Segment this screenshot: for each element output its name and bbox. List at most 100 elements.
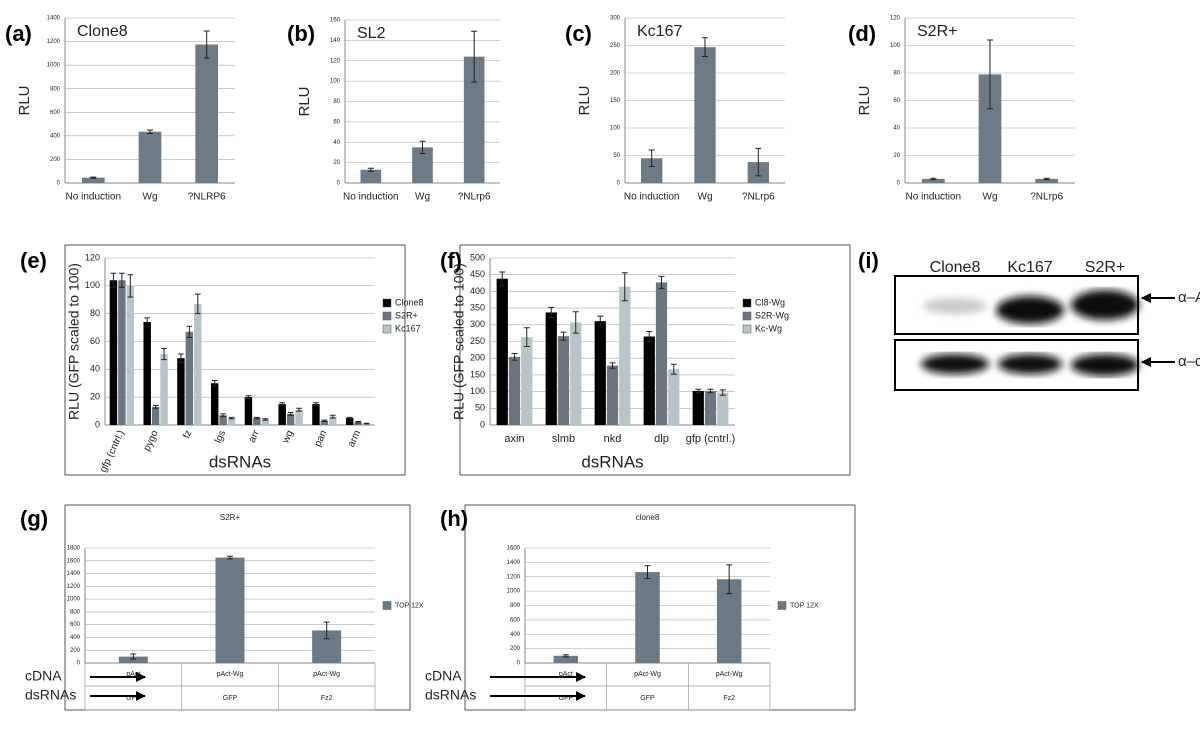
- bar: [151, 406, 160, 425]
- bar: [508, 356, 521, 425]
- bar: [210, 383, 219, 425]
- error-bar: [254, 416, 260, 420]
- chart-title: Kc167: [637, 23, 682, 40]
- x-tick-label: arr: [247, 428, 262, 444]
- error-bar: [296, 407, 302, 412]
- bar: [668, 369, 680, 425]
- bar: [109, 280, 118, 425]
- error-bar: [245, 395, 252, 400]
- bar: [641, 158, 663, 183]
- bar: [521, 337, 533, 425]
- y-tick-label: 800: [510, 603, 521, 609]
- x-tick-label: No induction: [906, 192, 962, 203]
- bar: [261, 419, 270, 425]
- error-bar: [195, 293, 201, 315]
- y-tick-label: 800: [50, 86, 61, 92]
- x-tick-label: fz: [181, 429, 194, 441]
- y-tick-label: 20: [90, 392, 100, 402]
- y-axis-label: RLU: [856, 85, 873, 115]
- y-tick-label: 300: [610, 16, 621, 22]
- error-bar: [279, 402, 285, 407]
- bar: [143, 322, 151, 425]
- bar: [227, 418, 236, 425]
- bar: [195, 44, 218, 184]
- bands: [923, 290, 1139, 324]
- y-tick-label: 200: [470, 353, 485, 363]
- y-tick-label: 100: [890, 43, 901, 49]
- panel-label: (b): [287, 21, 315, 46]
- y-tick-label: 600: [50, 110, 61, 116]
- x-axis-label: dsRNAs: [581, 452, 643, 471]
- x-tick-label: pAct-Wg: [716, 671, 743, 678]
- x-tick-label: Wg: [983, 192, 998, 203]
- bar: [694, 47, 716, 184]
- y-tick-label: 200: [70, 648, 81, 654]
- error-bar: [178, 353, 184, 363]
- error-bar: [346, 416, 353, 420]
- y-tick-label: 40: [90, 364, 100, 374]
- error-bar: [719, 389, 726, 396]
- legend-label: Cl8-Wg: [755, 297, 785, 307]
- y-tick-label: 150: [610, 98, 621, 104]
- y-tick-label: 0: [337, 181, 341, 187]
- table-cell: Fz2: [321, 695, 333, 702]
- error-bar: [220, 413, 226, 418]
- bar: [194, 303, 202, 425]
- table-cell: GFP: [126, 695, 141, 702]
- legend-label: TOP 12X: [790, 602, 819, 609]
- bar: [360, 169, 382, 183]
- chart-title: clone8: [636, 513, 660, 522]
- y-tick-label: 1000: [67, 597, 81, 603]
- bar: [278, 404, 286, 425]
- y-tick-label: 100: [470, 386, 485, 396]
- y-tick-label: 80: [333, 99, 340, 105]
- error-bar: [726, 564, 733, 595]
- legend-swatch: [382, 324, 392, 334]
- y-tick-label: 120: [330, 58, 341, 64]
- bar: [215, 557, 245, 663]
- error-bar: [227, 555, 233, 560]
- error-bar: [287, 411, 294, 416]
- row-label: dsRNAs: [25, 687, 76, 703]
- bar: [82, 177, 105, 183]
- legend-swatch: [742, 324, 752, 334]
- error-bar: [471, 30, 478, 83]
- y-tick-label: 60: [90, 336, 100, 346]
- error-bar: [562, 654, 569, 658]
- error-bar: [648, 149, 655, 167]
- y-tick-label: 100: [330, 79, 341, 85]
- bands: [921, 354, 1139, 376]
- bar: [345, 418, 354, 425]
- y-tick-label: 120: [890, 16, 901, 22]
- x-tick-label: nkd: [604, 433, 622, 445]
- y-tick-label: 50: [475, 403, 485, 413]
- error-bar: [1043, 177, 1050, 181]
- bar: [635, 572, 660, 663]
- y-tick-label: 400: [510, 632, 521, 638]
- error-bar: [930, 177, 937, 181]
- table-cell: GFP: [223, 695, 238, 702]
- x-tick-label: dlp: [654, 433, 669, 445]
- y-tick-label: 0: [57, 181, 61, 187]
- bar: [570, 322, 582, 425]
- bar: [219, 415, 227, 425]
- error-bar: [367, 167, 374, 172]
- legend-label: Kc-Wg: [755, 323, 782, 333]
- error-bar: [707, 388, 714, 394]
- error-bar: [511, 353, 518, 361]
- x-tick-label: lgs: [213, 429, 228, 445]
- y-tick-label: 1200: [507, 574, 521, 580]
- bar: [1035, 178, 1058, 183]
- y-tick-label: 300: [470, 319, 485, 329]
- bar: [320, 420, 329, 425]
- error-bar: [363, 422, 370, 425]
- x-tick-label: No induction: [624, 192, 680, 203]
- y-tick-label: 0: [617, 181, 621, 187]
- panel-label: (c): [565, 21, 592, 46]
- x-tick-label: pAct: [126, 671, 140, 678]
- y-tick-label: 40: [893, 126, 900, 132]
- y-tick-label: 100: [610, 126, 621, 132]
- y-tick-label: 20: [893, 153, 900, 159]
- legend-label: Kc167: [395, 323, 421, 333]
